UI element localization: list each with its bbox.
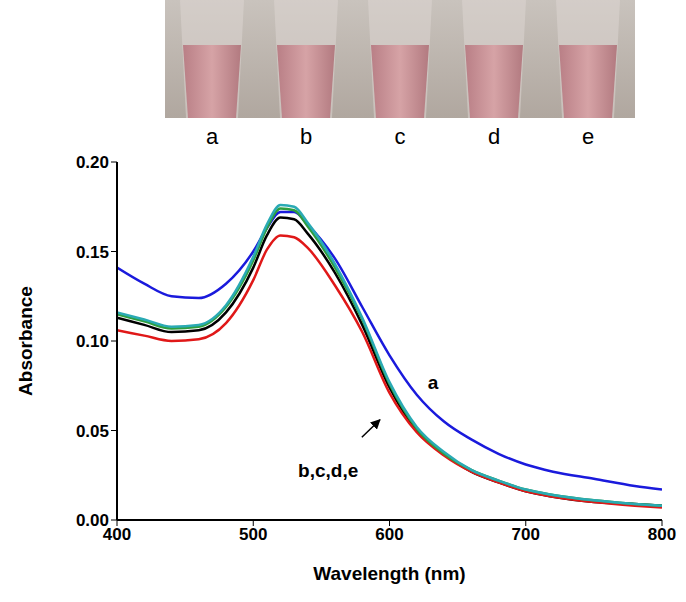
svg-text:b,c,d,e: b,c,d,e <box>298 460 358 481</box>
svg-text:0.05: 0.05 <box>76 422 109 441</box>
svg-text:a: a <box>428 372 439 393</box>
svg-text:600: 600 <box>375 525 403 544</box>
svg-text:b: b <box>300 124 312 149</box>
svg-text:0.00: 0.00 <box>76 511 109 530</box>
svg-text:0.20: 0.20 <box>76 153 109 172</box>
svg-text:0.10: 0.10 <box>76 332 109 351</box>
svg-text:e: e <box>582 124 594 149</box>
svg-text:c: c <box>395 124 406 149</box>
svg-text:0.15: 0.15 <box>76 243 109 262</box>
svg-text:Absorbance: Absorbance <box>15 286 36 396</box>
svg-text:d: d <box>488 124 500 149</box>
svg-text:a: a <box>206 124 219 149</box>
svg-text:Wavelength (nm): Wavelength (nm) <box>313 563 465 584</box>
svg-text:500: 500 <box>239 525 267 544</box>
svg-text:400: 400 <box>102 525 132 545</box>
svg-text:800: 800 <box>648 525 676 544</box>
svg-text:700: 700 <box>512 525 540 544</box>
